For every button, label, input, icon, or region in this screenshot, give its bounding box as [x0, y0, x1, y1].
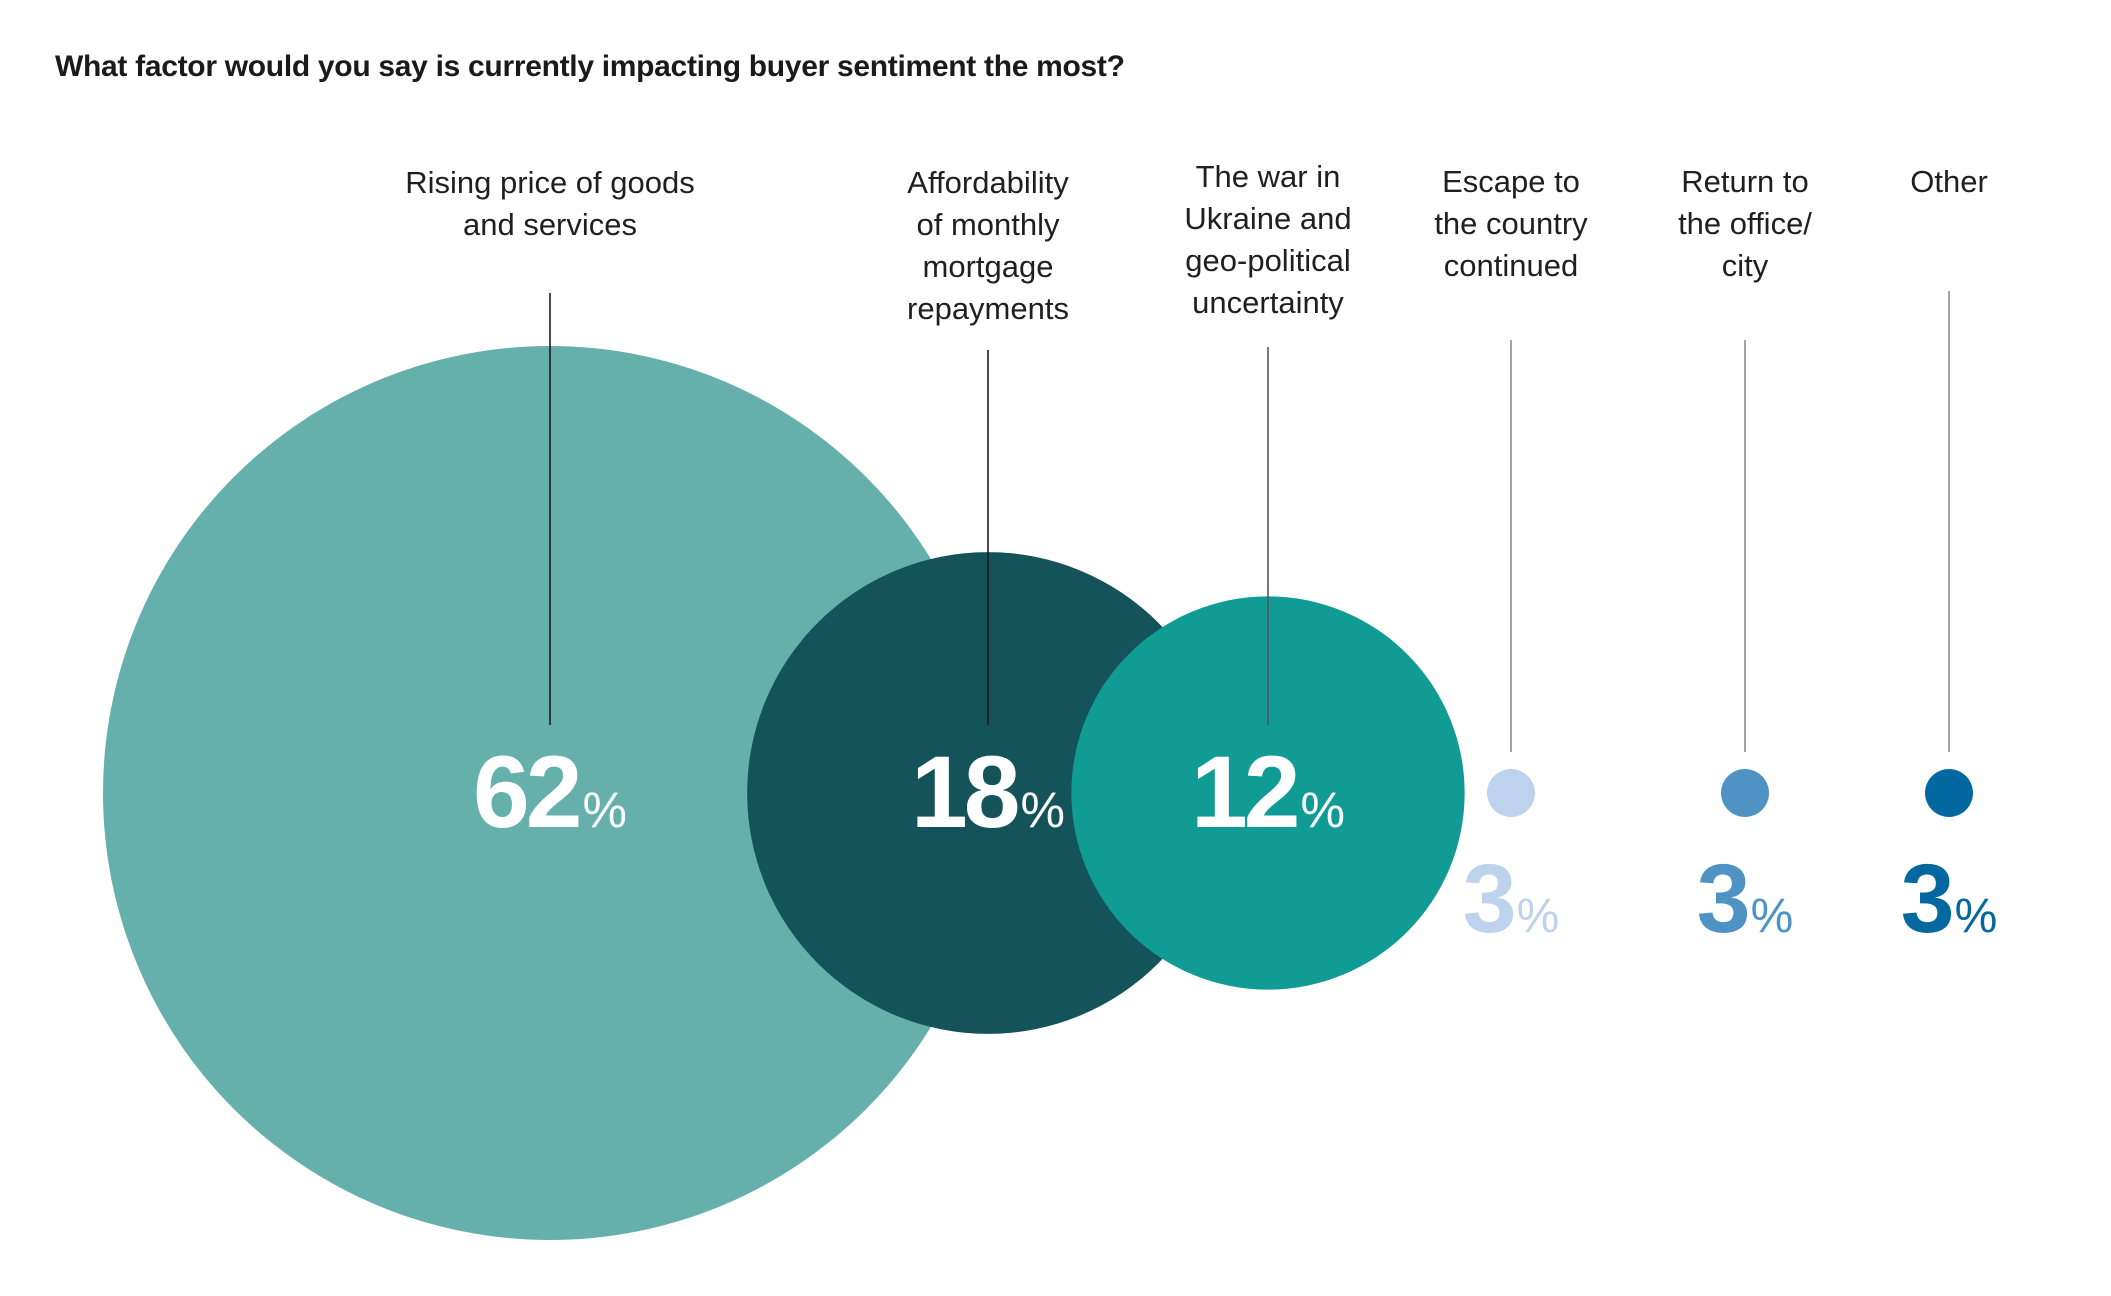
value-number: 18 — [911, 735, 1018, 849]
leader-lines-group — [549, 291, 1950, 752]
category-label-return-to-the-office-city: Return to the office/city — [1678, 164, 1812, 283]
category-label-line: Return to — [1681, 164, 1809, 199]
value-label-escape-to-the-country-continued: 3% — [1463, 844, 1560, 953]
value-label-rising-price-of-goods-and-services: 62% — [473, 735, 627, 849]
bubbles-group — [103, 346, 1973, 1240]
value-label-return-to-the-office-city: 3% — [1697, 844, 1794, 953]
chart-title: What factor would you say is currently i… — [55, 50, 1125, 83]
category-label-line: the country — [1434, 206, 1588, 241]
category-label-line: of monthly — [916, 207, 1060, 242]
category-label-line: Affordability — [907, 165, 1069, 200]
bubble-return-to-the-office-city — [1721, 769, 1769, 817]
category-label-escape-to-the-country-continued: Escape to the country continued — [1434, 164, 1588, 283]
value-percent-sign: % — [583, 782, 627, 838]
bubble-other — [1925, 769, 1973, 817]
category-label-line: Escape to — [1442, 164, 1580, 199]
category-label-line: uncertainty — [1192, 285, 1344, 320]
category-label-line: repayments — [907, 291, 1069, 326]
category-label-line: Ukraine and — [1184, 201, 1351, 236]
value-label-other: 3% — [1901, 844, 1998, 953]
bubble-affordability-of-monthly-mortgage-repayments — [747, 552, 1229, 1034]
category-label-line: geo-political — [1185, 243, 1350, 278]
bubble-rising-price-of-goods-and-services — [103, 346, 997, 1240]
category-label-line: mortgage — [923, 249, 1054, 284]
value-percent-sign: % — [1301, 782, 1345, 838]
category-label-line: and services — [463, 207, 637, 242]
category-label-line: The war in — [1196, 159, 1341, 194]
value-percent-sign: % — [1021, 782, 1065, 838]
category-label-line: city — [1722, 248, 1769, 283]
category-label-line: Rising price of goods — [405, 165, 695, 200]
category-label-line: Other — [1910, 164, 1988, 199]
value-number: 62 — [473, 735, 579, 849]
value-labels-group: 62% 18% 12%3% 3% 3% — [473, 735, 1997, 953]
value-percent-sign: % — [1751, 890, 1794, 943]
category-label-other: Other — [1910, 164, 1988, 199]
value-number: 12 — [1191, 735, 1297, 849]
value-number: 3 — [1463, 844, 1514, 953]
value-label-affordability-of-monthly-mortgage-repayments: 18% — [911, 735, 1065, 849]
value-number: 3 — [1901, 844, 1952, 953]
category-label-line: the office/ — [1678, 206, 1812, 241]
category-label-the-war-in-ukraine-and-geo-political-uncertainty: The war in Ukraine and geo-political uncert… — [1184, 159, 1351, 320]
category-label-line: continued — [1444, 248, 1578, 283]
value-percent-sign: % — [1955, 890, 1998, 943]
value-label-the-war-in-ukraine-and-geo-political-uncertainty: 12% — [1191, 735, 1345, 849]
value-number: 3 — [1697, 844, 1748, 953]
value-percent-sign: % — [1517, 890, 1560, 943]
bubble-the-war-in-ukraine-and-geo-political-uncertainty — [1071, 596, 1465, 990]
category-label-affordability-of-monthly-mortgage-repayments: Affordability of monthly mortgage repayment… — [907, 165, 1069, 326]
category-labels-group: Rising price of goods and services Afforda… — [405, 159, 1988, 326]
category-label-rising-price-of-goods-and-services: Rising price of goods and services — [405, 165, 695, 242]
bubble-escape-to-the-country-continued — [1487, 769, 1535, 817]
